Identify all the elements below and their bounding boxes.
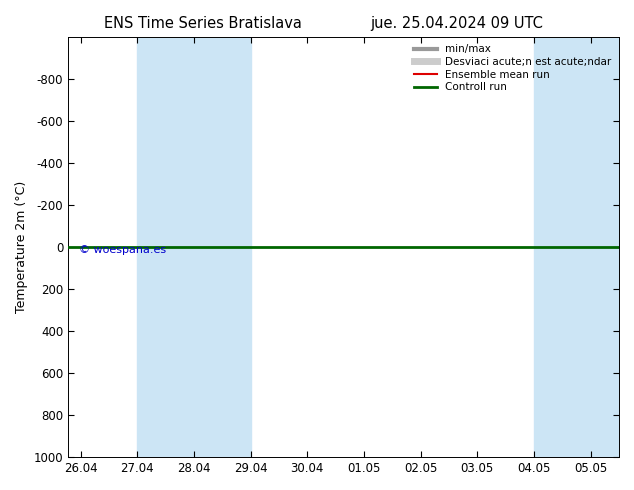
Y-axis label: Temperature 2m (°C): Temperature 2m (°C) [15,181,28,313]
Legend: min/max, Desviaci acute;n est acute;ndar, Ensemble mean run, Controll run: min/max, Desviaci acute;n est acute;ndar… [412,42,614,94]
Text: ENS Time Series Bratislava: ENS Time Series Bratislava [104,16,302,31]
Text: © woespana.es: © woespana.es [79,245,166,255]
Bar [534,37,619,457]
Bar [137,37,250,457]
Text: jue. 25.04.2024 09 UTC: jue. 25.04.2024 09 UTC [370,16,543,31]
